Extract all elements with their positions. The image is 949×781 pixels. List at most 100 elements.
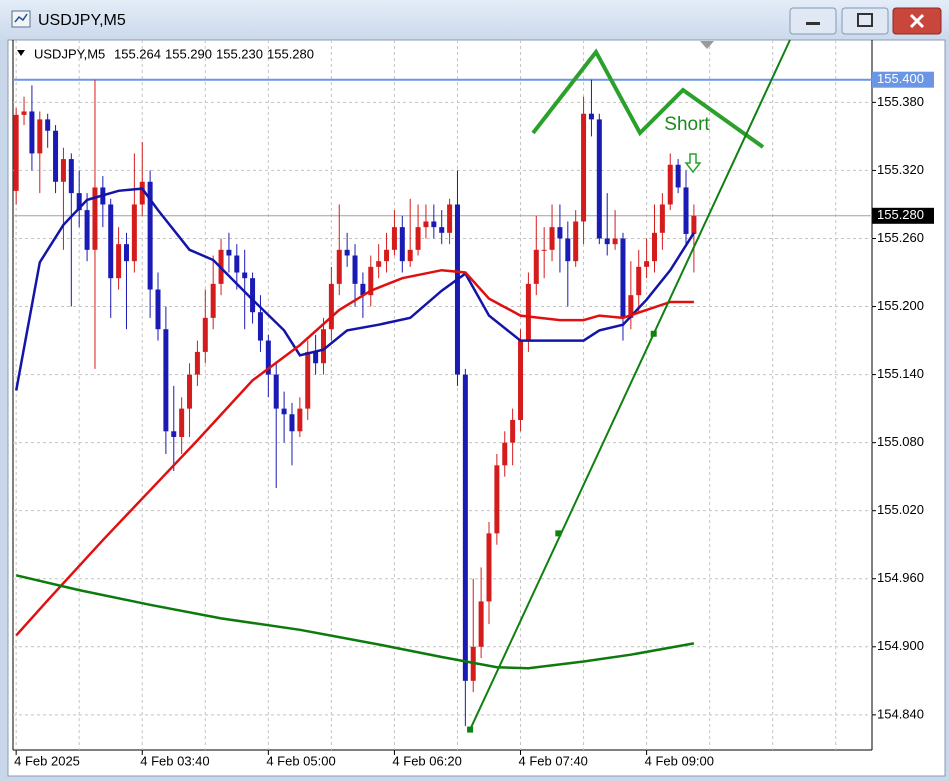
quote-close: 155.280 [267, 46, 314, 61]
candle-body [683, 187, 689, 234]
candle-body [494, 465, 500, 534]
candle-body [596, 119, 602, 239]
candle-body [328, 283, 334, 330]
candle-body [462, 374, 468, 681]
candle-body [45, 119, 51, 131]
candle-body [37, 119, 43, 154]
candle-body [123, 244, 129, 262]
candle-body [147, 181, 153, 290]
candle-body [423, 221, 429, 228]
candle-body [265, 340, 271, 375]
candle-body [234, 255, 240, 273]
candle-body [226, 249, 232, 256]
y-tick-label: 154.960 [877, 570, 924, 585]
candle-body [478, 601, 484, 647]
sell-arrow [684, 153, 702, 174]
level-label: 155.400 [877, 71, 924, 86]
candle-body [360, 283, 366, 296]
candle-body [179, 408, 185, 437]
candle-body [510, 419, 516, 443]
quote-high: 155.290 [165, 46, 212, 61]
candle-body [187, 374, 193, 409]
candle-body [502, 442, 508, 466]
window-title: USDJPY,M5 [38, 12, 126, 29]
candle-body [131, 204, 137, 262]
candle-body [155, 289, 161, 330]
candle-body [336, 249, 342, 284]
candle-body [92, 187, 98, 250]
candle-body [29, 111, 35, 154]
candle-body [525, 283, 531, 341]
candle-body [210, 283, 216, 318]
candle-body [431, 221, 437, 228]
candle-body [415, 227, 421, 250]
maximize-button[interactable] [841, 7, 889, 35]
candle-body [305, 351, 311, 409]
candle-body [384, 249, 390, 262]
candle-body [604, 238, 610, 245]
trendline-point [650, 330, 657, 337]
y-tick-label: 155.380 [877, 94, 924, 109]
y-tick-label: 155.260 [877, 230, 924, 245]
candle-body [289, 414, 295, 432]
candle-body [691, 215, 697, 234]
candle-body [257, 312, 263, 341]
y-tick-label: 155.200 [877, 298, 924, 313]
x-tick-label: 4 Feb 2025 [14, 753, 80, 768]
candle-body [108, 204, 114, 279]
x-tick-label: 4 Feb 07:40 [519, 753, 588, 768]
candle-body [518, 340, 524, 420]
y-tick-label: 155.140 [877, 366, 924, 381]
candle-body [675, 164, 681, 188]
candle-body [533, 249, 539, 284]
candle-body [53, 130, 59, 182]
candle-body [368, 266, 374, 296]
moving-average [15, 574, 695, 670]
candle-body [407, 249, 413, 262]
candle-body [651, 232, 657, 262]
candle-body [588, 113, 594, 120]
trendline-point [467, 726, 474, 733]
level-label-box [872, 71, 934, 88]
candle-body [163, 329, 169, 432]
candle-body [76, 193, 82, 211]
chart-shift-marker [700, 41, 714, 49]
close-button[interactable] [892, 7, 942, 35]
candle-body [13, 114, 19, 191]
candle-body [60, 159, 66, 182]
candle-body [612, 238, 618, 245]
trendline-point [555, 530, 562, 537]
y-tick-label: 155.020 [877, 502, 924, 517]
bid-label: 155.280 [877, 207, 924, 222]
x-tick-label: 4 Feb 06:20 [392, 753, 461, 768]
plot [13, 78, 872, 727]
candle-body [242, 272, 248, 279]
candle-body [486, 533, 492, 602]
candle-body [352, 255, 358, 284]
candle-body [628, 295, 634, 318]
candle-body [557, 227, 563, 239]
candle-body [321, 329, 327, 364]
candle-body [344, 249, 350, 256]
candle-body [620, 238, 626, 318]
x-tick-label: 4 Feb 03:40 [140, 753, 209, 768]
chart-area [7, 39, 946, 777]
candle-body [447, 204, 453, 233]
symbol-label: USDJPY,M5 [34, 46, 105, 61]
bid-label-box [872, 207, 934, 224]
candle-body [644, 261, 650, 267]
candle-body [273, 374, 279, 409]
app-icon [11, 10, 31, 28]
moving-average [15, 268, 694, 637]
candle-body [202, 317, 208, 352]
axes: 155.380 155.320 155.260 155.200 155.140 155.0… [14, 71, 934, 768]
candle-body [376, 261, 382, 267]
candle-body [116, 244, 122, 279]
trendline [469, 39, 791, 731]
y-tick-label: 155.320 [877, 162, 924, 177]
moving-average [14, 187, 695, 391]
candle-body [636, 266, 642, 296]
candle-body [541, 249, 547, 251]
minimize-button[interactable] [789, 7, 837, 35]
